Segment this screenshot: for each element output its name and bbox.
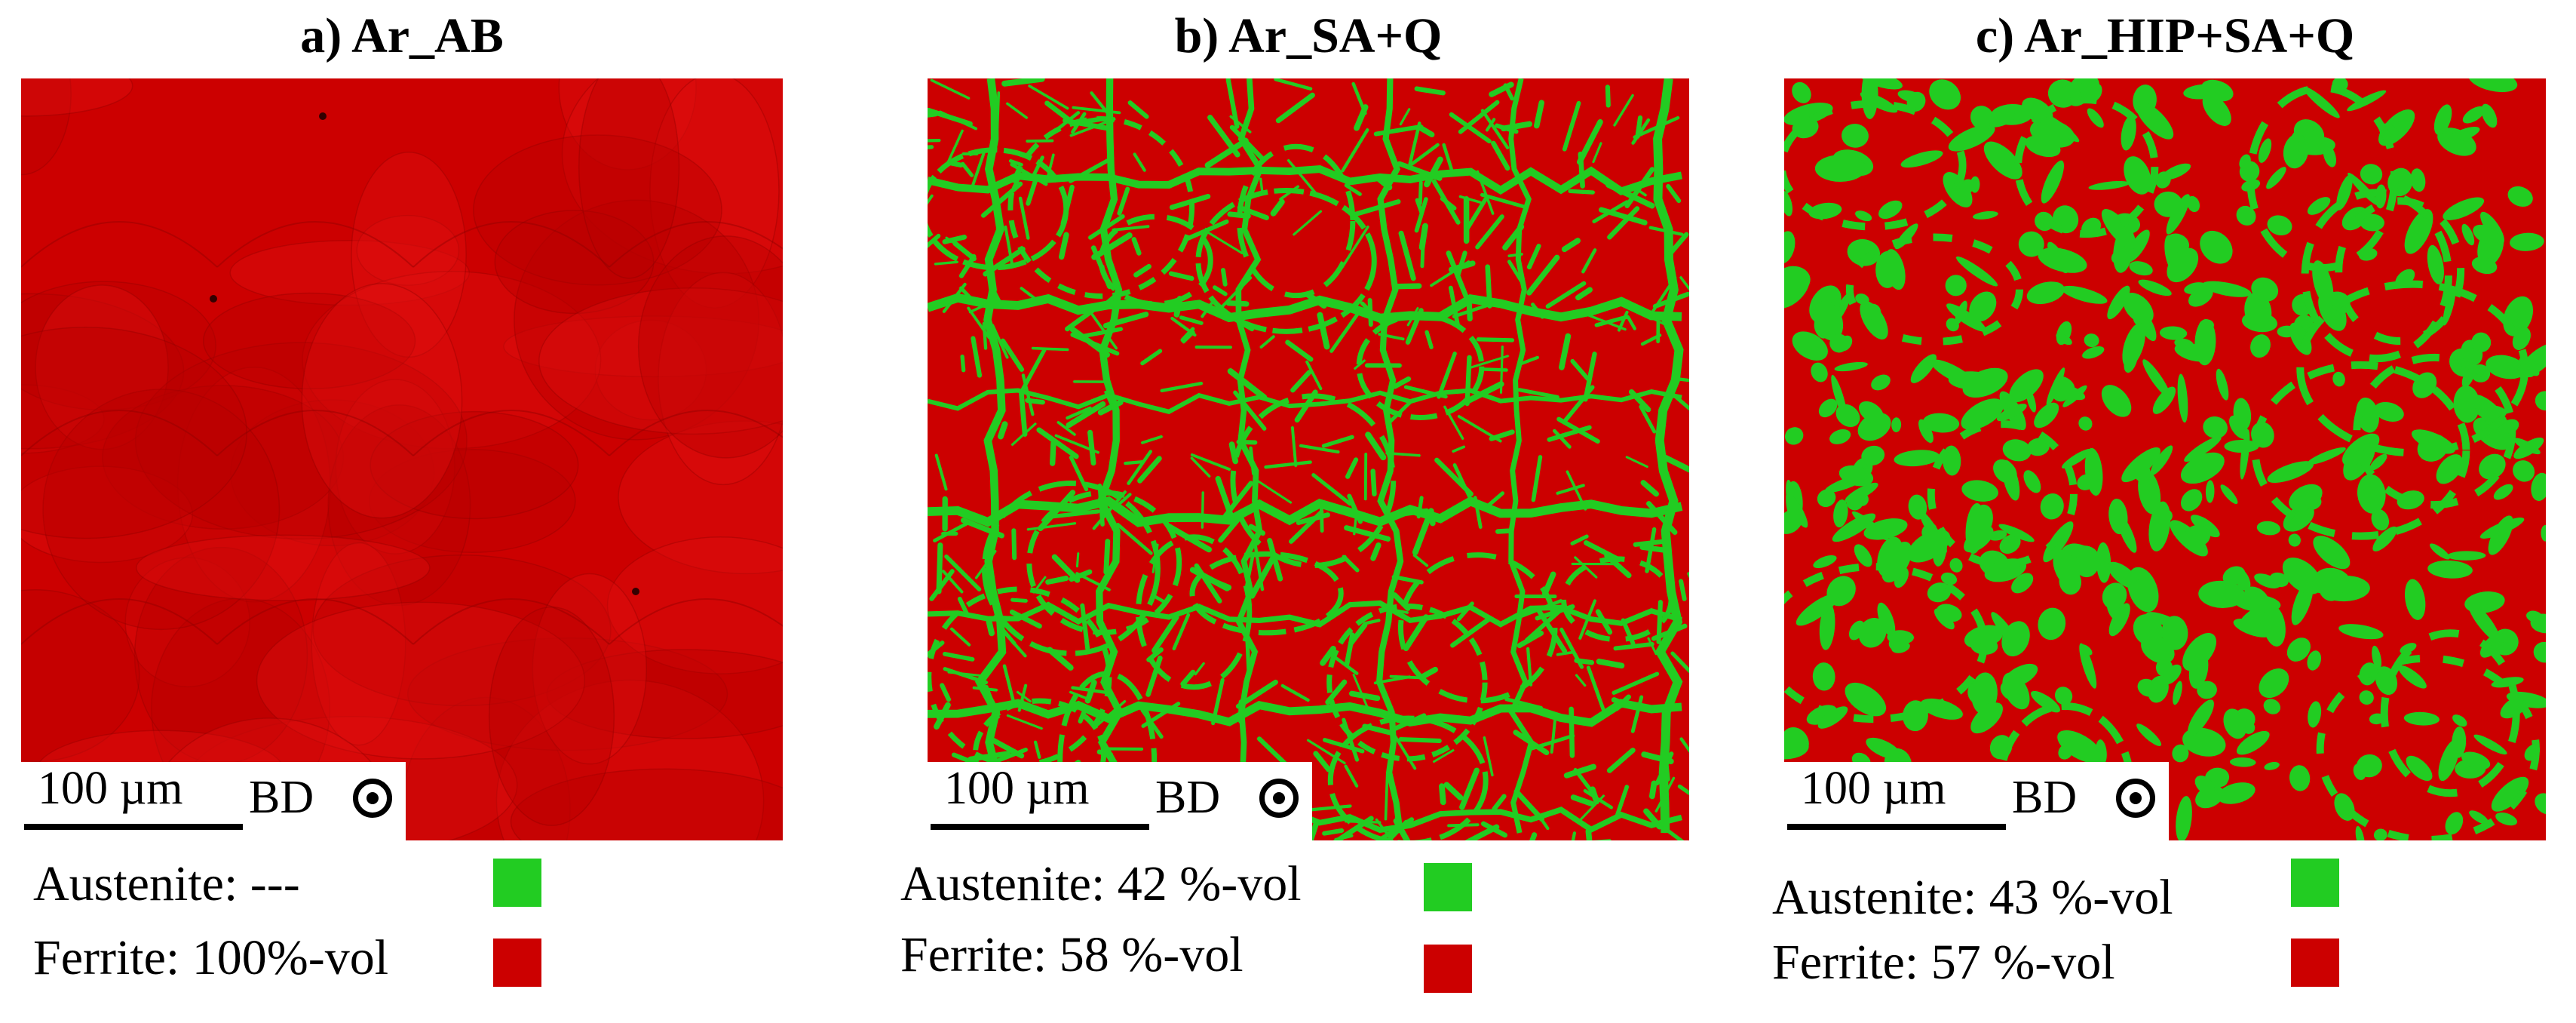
panel-a-out-of-plane-icon <box>353 779 392 818</box>
panel-c-phase-map: 100 µm BD <box>1784 78 2546 840</box>
panel-b-map-image <box>928 78 1689 840</box>
panel-a-ferrite-swatch <box>493 939 541 987</box>
panel-b-scalebar-box: 100 µm BD <box>928 762 1312 840</box>
panel-c-bd-label: BD <box>2012 772 2078 823</box>
panel-a-scale-label: 100 µm <box>38 763 183 814</box>
panel-c-ferrite-label: Ferrite: 57 %-vol <box>1772 935 2115 990</box>
panel-b-austenite-label: Austenite: 42 %-vol <box>900 856 1302 911</box>
panel-b-phase-map: 100 µm BD <box>928 78 1689 840</box>
panel-a-austenite-label: Austenite: --- <box>33 856 300 911</box>
panel-a-title: a) Ar_AB <box>300 8 504 63</box>
panel-a-phase-map: 100 µm BD <box>21 78 783 840</box>
panel-b-austenite-swatch <box>1424 863 1472 911</box>
panel-b-scale-bar <box>931 824 1149 830</box>
panel-a-ferrite-label: Ferrite: 100%-vol <box>33 930 389 985</box>
panel-b-ferrite-swatch <box>1424 945 1472 993</box>
panel-b-scale-label: 100 µm <box>944 763 1090 814</box>
panel-c-scalebar-box: 100 µm BD <box>1784 762 2169 840</box>
panel-c-austenite-label: Austenite: 43 %-vol <box>1772 870 2173 925</box>
panel-c-map-image <box>1784 78 2546 840</box>
panel-b-ferrite-label: Ferrite: 58 %-vol <box>900 927 1244 982</box>
panel-c-title: c) Ar_HIP+SA+Q <box>1975 8 2355 63</box>
panel-c-ferrite-swatch <box>2291 939 2339 987</box>
panel-b-bd-label: BD <box>1155 772 1221 823</box>
panel-a-austenite-swatch <box>493 859 541 907</box>
panel-c-scale-label: 100 µm <box>1801 763 1946 814</box>
panel-c-austenite-swatch <box>2291 859 2339 907</box>
panel-c-scale-bar <box>1787 824 2006 830</box>
panel-a-bd-label: BD <box>249 772 314 823</box>
panel-a-scalebar-box: 100 µm BD <box>21 762 406 840</box>
panel-c-out-of-plane-icon <box>2116 779 2155 818</box>
panel-a-map-image <box>21 78 783 840</box>
panel-a-scale-bar <box>24 824 243 830</box>
panel-b-title: b) Ar_SA+Q <box>1174 8 1443 63</box>
panel-b-out-of-plane-icon <box>1259 779 1299 818</box>
